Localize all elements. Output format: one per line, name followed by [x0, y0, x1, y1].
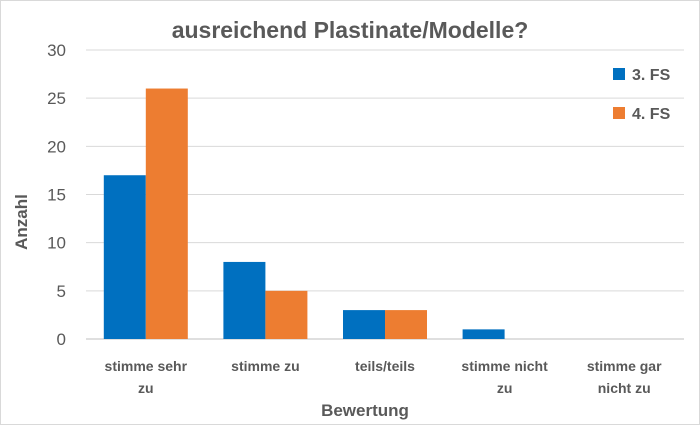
legend-label: 4. FS: [632, 106, 671, 123]
legend: 3. FS 4. FS: [613, 67, 671, 123]
x-tick-label: stimme gar nicht zu: [587, 358, 662, 396]
y-tick-label: 10: [47, 234, 66, 253]
legend-label: 3. FS: [632, 67, 671, 84]
x-tick-label: stimme zu: [231, 358, 299, 374]
legend-swatch: [613, 68, 625, 80]
y-tick-label: 30: [47, 41, 66, 60]
bar: [265, 290, 308, 339]
y-axis-ticks: 0 5 10 15 20 25 30: [47, 41, 66, 349]
x-axis-title: Bewertung: [321, 401, 409, 420]
x-tick-label: stimme nicht zu: [461, 358, 548, 396]
bar: [223, 261, 266, 339]
bar: [145, 88, 188, 340]
bar: [462, 329, 505, 339]
x-tick-label: stimme sehr zu: [105, 358, 188, 396]
y-tick-label: 5: [57, 282, 66, 301]
y-tick-label: 20: [47, 137, 66, 156]
chart-title: ausreichend Plastinate/Modelle?: [172, 17, 529, 43]
x-axis-ticks: stimme sehr zu stimme zu teils/teils stimme …: [105, 358, 663, 396]
legend-swatch: [613, 107, 625, 119]
bar: [385, 310, 427, 339]
x-tick-label: teils/teils: [355, 358, 415, 374]
y-tick-label: 25: [47, 89, 66, 108]
bars: [103, 88, 505, 340]
y-tick-label: 0: [57, 330, 66, 349]
y-tick-label: 15: [47, 186, 66, 205]
y-axis-title: Anzahl: [12, 194, 31, 250]
bar: [343, 310, 385, 339]
bar: [103, 175, 146, 339]
